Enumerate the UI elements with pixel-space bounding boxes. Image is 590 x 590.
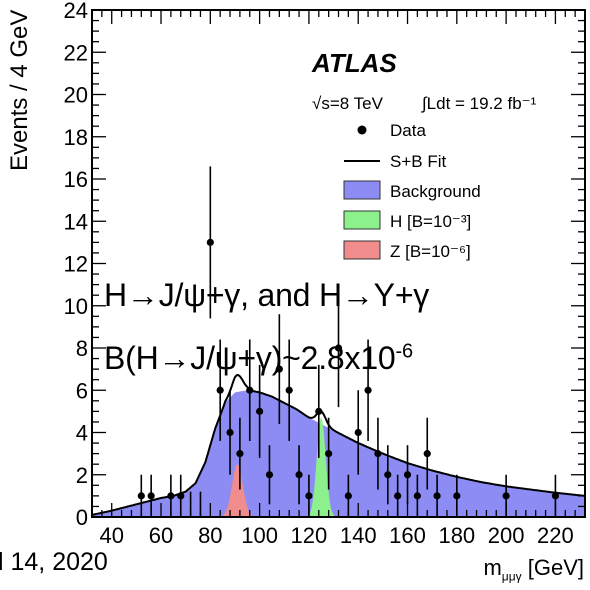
lumi-label: ∫Ldt = 19.2 fb⁻¹ bbox=[421, 94, 537, 113]
y-tick-label: 14 bbox=[64, 209, 88, 234]
data-point bbox=[423, 450, 431, 458]
data-point bbox=[384, 471, 392, 479]
y-tick-label: 0 bbox=[76, 505, 88, 530]
x-tick-label: 180 bbox=[438, 523, 475, 548]
background-fill bbox=[92, 390, 585, 517]
data-point bbox=[256, 407, 264, 415]
x-tick-label: 60 bbox=[149, 523, 173, 548]
data-point bbox=[364, 386, 372, 394]
data-point bbox=[453, 492, 461, 500]
data-point bbox=[354, 428, 362, 437]
legend-marker-data bbox=[357, 125, 367, 135]
overlay-branching-ratio: B(H→J/ψ+γ)~2.8x10-6 bbox=[104, 340, 413, 376]
y-tick-label: 6 bbox=[76, 378, 88, 403]
data-point bbox=[206, 238, 214, 246]
slide-date: l 14, 2020 bbox=[0, 548, 108, 576]
data-point bbox=[137, 492, 145, 500]
h-signal-fill bbox=[303, 417, 339, 517]
x-tick-label: 220 bbox=[537, 523, 574, 548]
x-axis-label: mμμγ [GeV] bbox=[483, 555, 584, 584]
y-tick-label: 10 bbox=[64, 294, 88, 319]
y-tick-label: 12 bbox=[64, 252, 88, 277]
data-point bbox=[246, 386, 254, 394]
data-point bbox=[236, 450, 244, 458]
legend-label: S+B Fit bbox=[390, 152, 446, 171]
y-tick-label: 4 bbox=[76, 421, 88, 446]
z-signal-fill bbox=[215, 464, 260, 517]
data-point bbox=[403, 471, 412, 479]
data-point bbox=[374, 450, 382, 458]
y-axis-label: Events / 4 GeV bbox=[6, 10, 33, 172]
data-point bbox=[167, 492, 175, 500]
data-point bbox=[226, 428, 234, 437]
data-point bbox=[344, 492, 352, 500]
data-point bbox=[325, 450, 333, 458]
legend-label: H [B=10⁻³] bbox=[390, 212, 471, 231]
x-tick-label: 120 bbox=[291, 523, 328, 548]
data-point bbox=[413, 492, 421, 500]
data-point bbox=[177, 492, 185, 500]
data-point bbox=[502, 492, 510, 500]
data-point bbox=[147, 492, 155, 500]
data-point bbox=[305, 492, 313, 500]
x-tick-label: 40 bbox=[99, 523, 123, 548]
y-tick-label: 24 bbox=[64, 0, 88, 23]
y-tick-label: 20 bbox=[64, 83, 88, 108]
y-tick-label: 16 bbox=[64, 167, 88, 192]
legend-swatch bbox=[343, 180, 381, 200]
legend-swatch bbox=[343, 210, 381, 230]
y-tick-label: 8 bbox=[76, 336, 88, 361]
y-tick-label: 22 bbox=[64, 40, 88, 65]
data-point bbox=[551, 492, 560, 500]
x-tick-label: 100 bbox=[241, 523, 278, 548]
x-tick-label: 140 bbox=[340, 523, 377, 548]
data-point bbox=[275, 365, 283, 373]
legend: ATLAS √s=8 TeV ∫Ldt = 19.2 fb⁻¹ Data S+B Fit… bbox=[311, 48, 537, 261]
data-point bbox=[334, 344, 343, 352]
data-point bbox=[295, 471, 303, 479]
legend-label: Z [B=10⁻⁶] bbox=[390, 242, 471, 261]
x-tick-label: 160 bbox=[389, 523, 426, 548]
data-point bbox=[216, 386, 224, 394]
y-tick-label: 18 bbox=[64, 125, 88, 150]
experiment-label: ATLAS bbox=[311, 48, 397, 78]
data-points bbox=[137, 166, 560, 517]
x-tick-label: 200 bbox=[488, 523, 525, 548]
data-point bbox=[265, 471, 274, 479]
y-tick-label: 2 bbox=[76, 463, 88, 488]
data-point bbox=[315, 407, 323, 415]
legend-label: Background bbox=[390, 182, 481, 201]
x-tick-label: 80 bbox=[198, 523, 222, 548]
legend-label: Data bbox=[390, 121, 426, 140]
overlay-decay-text: H→J/ψ+γ, and H→Y+γ bbox=[104, 277, 430, 313]
data-point bbox=[394, 492, 402, 500]
data-point bbox=[433, 492, 441, 500]
energy-label: √s=8 TeV bbox=[312, 94, 384, 113]
legend-swatch bbox=[343, 240, 381, 260]
data-point bbox=[285, 386, 293, 394]
